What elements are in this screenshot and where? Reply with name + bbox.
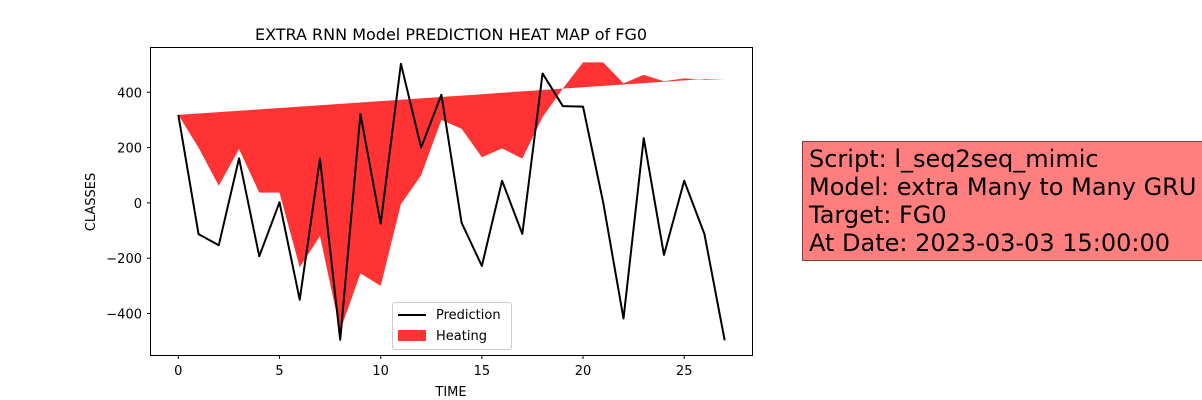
x-tick-label: 0: [174, 364, 182, 379]
info-model: Model: extra Many to Many GRU: [809, 173, 1197, 201]
y-tick-label: 200: [117, 142, 142, 157]
y-axis-label: CLASSES: [84, 173, 99, 231]
x-axis-label: TIME: [434, 385, 466, 400]
prediction-line: [177, 62, 726, 341]
chart-title: EXTRA RNN Model PREDICTION HEAT MAP of F…: [255, 25, 647, 44]
y-tick-label: 400: [117, 86, 142, 101]
info-target: Target: FG0: [809, 201, 947, 229]
info-box: Script: l_seq2seq_mimic Model: extra Man…: [802, 141, 1202, 261]
y-tick-label: −200: [106, 252, 142, 267]
legend-prediction-label: Prediction: [436, 308, 501, 323]
y-tick-label: −400: [106, 308, 142, 323]
legend: Prediction Heating: [392, 302, 512, 350]
x-tick-label: 10: [372, 364, 389, 379]
info-date: At Date: 2023-03-03 15:00:00: [809, 229, 1171, 257]
x-tick-label: 5: [275, 364, 283, 379]
x-tick-label: 20: [575, 364, 592, 379]
x-tick-label: 15: [474, 364, 491, 379]
x-tick-label: 25: [676, 364, 693, 379]
legend-heating-label: Heating: [436, 329, 487, 344]
chart: EXTRA RNN Model PREDICTION HEAT MAP of F…: [84, 25, 753, 400]
heating-area: [178, 62, 725, 331]
axes-frame: [150, 47, 753, 356]
y-tick-label: 0: [134, 197, 142, 212]
x-axis: 0 5 10 15 20 25: [174, 355, 692, 379]
legend-heating-swatch: [398, 330, 426, 341]
info-script: Script: l_seq2seq_mimic: [809, 145, 1099, 173]
plot-area: [177, 62, 726, 341]
y-axis: −400 −200 0 200 400: [106, 86, 151, 323]
